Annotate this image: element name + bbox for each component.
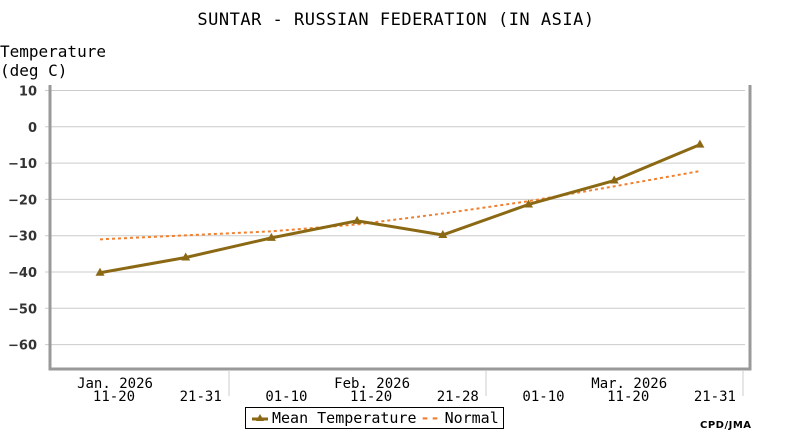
y-tick-labels: 10 0 −10 −20 −30 −40 −50 −60 <box>8 85 37 354</box>
month-label: Feb. 2026 <box>334 376 410 392</box>
mean-point-marker <box>95 267 105 276</box>
mean-point-marker <box>524 199 533 208</box>
x-tick-labels: 11-20 21-31 01-10 11-20 21-28 01-10 11-20 21-31… <box>77 376 736 405</box>
mean-point-marker <box>609 175 619 184</box>
chart-title: SUNTAR - RUSSIAN FEDERATION (IN ASIA) <box>197 10 595 30</box>
mean-path <box>99 143 701 275</box>
y-tick-label: −50 <box>8 302 37 317</box>
x-tick-label: 01-10 <box>522 389 564 405</box>
mean-point-marker <box>695 139 705 148</box>
mean-point-marker <box>438 229 448 238</box>
x-tick-label: 11-20 <box>350 389 392 405</box>
x-tick-label: 21-31 <box>180 389 222 405</box>
mean-point-marker <box>352 215 362 224</box>
credit-label: CPD/JMA <box>700 420 752 431</box>
y-tick-label: −20 <box>8 193 37 208</box>
y-tick-label: −10 <box>8 157 37 172</box>
y-tick-label: 0 <box>28 121 37 136</box>
y-tick-label: −60 <box>8 339 37 354</box>
legend-mean-label: Mean Temperature <box>272 409 417 427</box>
month-label: Mar. 2026 <box>591 376 667 392</box>
y-tick-label: 10 <box>19 85 37 100</box>
normal-legend-icon: -- <box>420 409 441 427</box>
y-tick-label: −40 <box>8 266 37 281</box>
normal-path <box>99 170 701 241</box>
mean-point-marker <box>181 252 191 261</box>
month-label: Jan. 2026 <box>77 376 153 392</box>
x-tick-label: 11-20 <box>93 389 135 405</box>
axes <box>48 85 752 396</box>
y-axis-label: Temperature (deg C) <box>0 42 106 80</box>
x-tick-label: 11-20 <box>607 389 649 405</box>
normal-line <box>99 170 701 241</box>
x-tick-label: 21-31 <box>694 389 736 405</box>
gridlines <box>45 90 745 346</box>
mean-temperature-line <box>95 139 705 276</box>
y-tick-label: −30 <box>8 230 37 245</box>
mean-temperature-legend-icon <box>252 411 268 425</box>
x-tick-label: 21-28 <box>437 389 479 405</box>
legend-normal-label: Normal <box>444 409 499 427</box>
mean-point-marker <box>266 232 276 241</box>
legend: Mean Temperature -- Normal <box>245 407 504 429</box>
x-tick-label: 01-10 <box>265 389 307 405</box>
